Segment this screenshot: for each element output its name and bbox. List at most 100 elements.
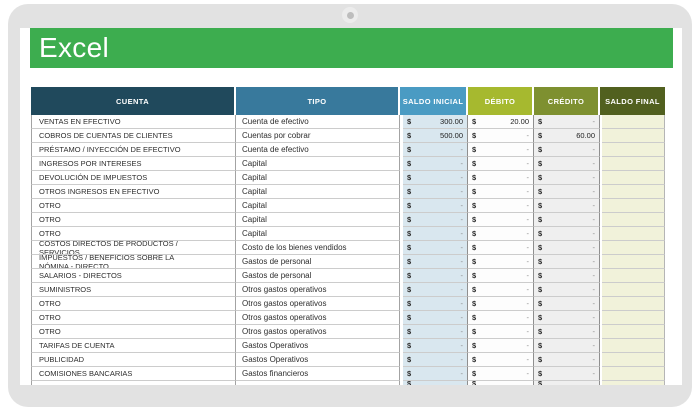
cell-debito[interactable]: $ -: [468, 171, 534, 185]
cell-credito[interactable]: $ -: [534, 283, 600, 297]
cell-debito[interactable]: $ -: [468, 213, 534, 227]
cell-saldo_inicial[interactable]: $ -: [403, 325, 468, 339]
cell-debito[interactable]: $ -: [468, 241, 534, 255]
cell-saldo_inicial[interactable]: $ -: [403, 213, 468, 227]
cell-saldo_final[interactable]: [602, 143, 665, 157]
cell-tipo[interactable]: Gastos de personal: [236, 255, 400, 269]
cell-saldo_inicial[interactable]: $ -: [403, 241, 468, 255]
cell-saldo_inicial[interactable]: $ -: [403, 269, 468, 283]
cell-saldo_inicial[interactable]: $ -: [403, 255, 468, 269]
cell-saldo_final[interactable]: [602, 171, 665, 185]
header-credito[interactable]: CRÉDITO: [534, 87, 600, 115]
cell-cuenta[interactable]: INGRESOS POR INTERESES: [31, 157, 236, 171]
cell-tipo[interactable]: Capital: [236, 157, 400, 171]
cell-tipo[interactable]: Gastos financieros: [236, 367, 400, 381]
cell-credito[interactable]: $ -: [534, 297, 600, 311]
header-cuenta[interactable]: CUENTA: [31, 87, 236, 115]
cell-debito[interactable]: $ -: [468, 255, 534, 269]
cell-tipo[interactable]: Otros gastos operativos: [236, 325, 400, 339]
cell-cuenta[interactable]: COSTOS DIRECTOS DE PRODUCTOS / SERVICIOS: [31, 241, 236, 255]
cell-tipo[interactable]: Capital: [236, 185, 400, 199]
cell-saldo_final[interactable]: [602, 227, 665, 241]
cell-saldo_final[interactable]: [602, 283, 665, 297]
cell-saldo_final[interactable]: [602, 353, 665, 367]
cell-tipo[interactable]: Otros gastos operativos: [236, 297, 400, 311]
cell-saldo_final[interactable]: [602, 185, 665, 199]
cell-credito[interactable]: $ -: [534, 115, 600, 129]
cell-debito[interactable]: $ -: [468, 339, 534, 353]
cell-tipo[interactable]: Capital: [236, 227, 400, 241]
cell-saldo_inicial[interactable]: $ -: [403, 157, 468, 171]
cell-cuenta[interactable]: PRÉSTAMO / INYECCIÓN DE EFECTIVO: [31, 143, 236, 157]
cell-saldo_inicial[interactable]: $ -: [403, 353, 468, 367]
cell-cuenta[interactable]: OTRO: [31, 199, 236, 213]
cell-credito[interactable]: $ -: [534, 255, 600, 269]
cell-cuenta[interactable]: PUBLICIDAD: [31, 353, 236, 367]
cell-debito[interactable]: $ -: [468, 325, 534, 339]
cell-saldo_inicial[interactable]: $ -: [403, 227, 468, 241]
cell-cuenta[interactable]: OTRO: [31, 213, 236, 227]
cell-debito[interactable]: $ -: [468, 227, 534, 241]
header-saldo-final[interactable]: SALDO FINAL: [600, 87, 665, 115]
cell-cuenta[interactable]: TARIFAS DE CUENTA: [31, 339, 236, 353]
cell-saldo_inicial[interactable]: $500.00: [403, 129, 468, 143]
cell-saldo_final[interactable]: [602, 241, 665, 255]
cell-saldo_inicial[interactable]: $: [403, 381, 468, 385]
cell-saldo_final[interactable]: [602, 339, 665, 353]
cell-credito[interactable]: $60.00: [534, 129, 600, 143]
cell-saldo_final[interactable]: [602, 255, 665, 269]
cell-cuenta[interactable]: COMISIONES BANCARIAS: [31, 367, 236, 381]
cell-saldo_inicial[interactable]: $ -: [403, 367, 468, 381]
cell-credito[interactable]: $ -: [534, 143, 600, 157]
cell-credito[interactable]: $ -: [534, 325, 600, 339]
cell-debito[interactable]: $: [468, 381, 534, 385]
cell-credito[interactable]: $ -: [534, 185, 600, 199]
cell-cuenta[interactable]: OTRO: [31, 297, 236, 311]
cell-tipo[interactable]: Gastos Operativos: [236, 339, 400, 353]
cell-tipo[interactable]: Cuentas por cobrar: [236, 129, 400, 143]
header-debito[interactable]: DÉBITO: [468, 87, 534, 115]
cell-tipo[interactable]: Cuenta de efectivo: [236, 143, 400, 157]
cell-debito[interactable]: $ -: [468, 297, 534, 311]
cell-cuenta[interactable]: [31, 381, 236, 385]
cell-saldo_final[interactable]: [602, 325, 665, 339]
cell-saldo_final[interactable]: [602, 115, 665, 129]
cell-saldo_final[interactable]: [602, 311, 665, 325]
cell-cuenta[interactable]: OTRO: [31, 311, 236, 325]
cell-credito[interactable]: $ -: [534, 171, 600, 185]
cell-credito[interactable]: $ -: [534, 241, 600, 255]
cell-debito[interactable]: $ -: [468, 199, 534, 213]
cell-credito[interactable]: $ -: [534, 269, 600, 283]
cell-tipo[interactable]: Capital: [236, 213, 400, 227]
cell-tipo[interactable]: Capital: [236, 199, 400, 213]
cell-debito[interactable]: $ -: [468, 129, 534, 143]
cell-saldo_final[interactable]: [602, 199, 665, 213]
cell-tipo[interactable]: Capital: [236, 171, 400, 185]
cell-credito[interactable]: $ -: [534, 311, 600, 325]
cell-saldo_inicial[interactable]: $ -: [403, 311, 468, 325]
cell-saldo_inicial[interactable]: $ -: [403, 143, 468, 157]
cell-tipo[interactable]: Otros gastos operativos: [236, 283, 400, 297]
cell-cuenta[interactable]: IMPUESTOS / BENEFICIOS SOBRE LA NÓMINA -…: [31, 255, 236, 269]
cell-saldo_final[interactable]: [602, 381, 665, 385]
cell-tipo[interactable]: [236, 381, 400, 385]
cell-credito[interactable]: $ -: [534, 227, 600, 241]
cell-debito[interactable]: $ -: [468, 311, 534, 325]
cell-credito[interactable]: $ -: [534, 339, 600, 353]
cell-debito[interactable]: $ -: [468, 367, 534, 381]
cell-tipo[interactable]: Costo de los bienes vendidos: [236, 241, 400, 255]
cell-cuenta[interactable]: VENTAS EN EFECTIVO: [31, 115, 236, 129]
cell-cuenta[interactable]: SUMINISTROS: [31, 283, 236, 297]
cell-debito[interactable]: $ -: [468, 143, 534, 157]
cell-cuenta[interactable]: COBROS DE CUENTAS DE CLIENTES: [31, 129, 236, 143]
cell-tipo[interactable]: Otros gastos operativos: [236, 311, 400, 325]
cell-debito[interactable]: $ -: [468, 283, 534, 297]
cell-tipo[interactable]: Gastos de personal: [236, 269, 400, 283]
cell-saldo_final[interactable]: [602, 297, 665, 311]
cell-credito[interactable]: $ -: [534, 213, 600, 227]
cell-saldo_inicial[interactable]: $ -: [403, 171, 468, 185]
cell-debito[interactable]: $20.00: [468, 115, 534, 129]
cell-saldo_final[interactable]: [602, 269, 665, 283]
cell-credito[interactable]: $: [534, 381, 600, 385]
cell-credito[interactable]: $ -: [534, 157, 600, 171]
